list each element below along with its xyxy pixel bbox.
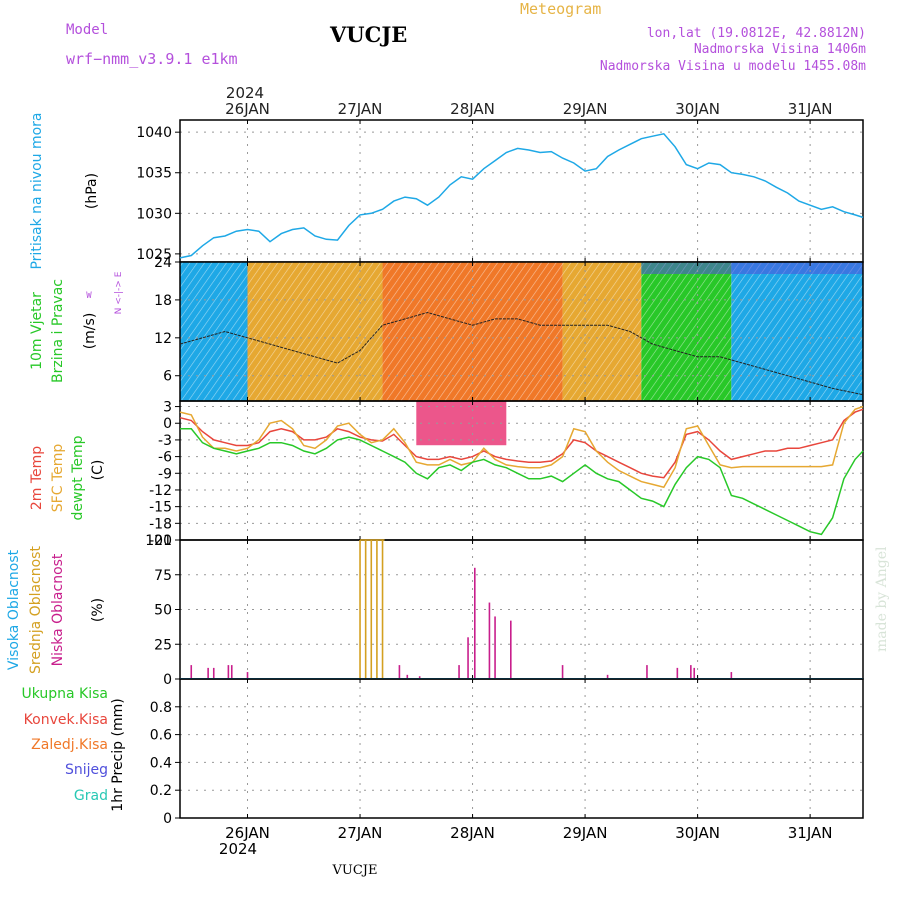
cloud-title-mid: Srednja Oblacnost (28, 546, 44, 674)
y-tick-label: -6 (158, 450, 172, 466)
temp-line-dewpt (180, 428, 864, 536)
pressure-line (179, 132, 864, 259)
top-day-labels: 26JAN 27JAN 28JAN 29JAN 30JAN 31JAN (225, 100, 832, 118)
bottom-day-label: 29JAN (563, 824, 608, 842)
pressure-title: Pritisak na nivou mora (29, 112, 45, 269)
top-day-label: 26JAN (225, 100, 270, 118)
coordinates-label: lon,lat (19.0812E, 42.8812N) (647, 26, 866, 41)
bottom-day-label: 26JAN (225, 824, 270, 842)
y-tick-label: 100 (145, 533, 172, 549)
y-tick-label: 0 (163, 416, 172, 432)
y-axis-titles: Pritisak na nivou mora (hPa) 10m Vjetar Brz… (6, 112, 126, 811)
y-tick-label: 24 (154, 255, 172, 271)
precip-legend-1: Konvek.Kisa (24, 712, 108, 728)
top-day-label: 27JAN (338, 100, 383, 118)
footer-location: VUCJE (332, 863, 378, 878)
y-tick-label: -21 (149, 533, 172, 549)
wind-key-w: W (86, 291, 92, 301)
temp-title-dew: dewpt Temp (70, 435, 86, 520)
y-tick-label: -12 (149, 483, 172, 499)
y-tick-label: 0.6 (150, 728, 172, 744)
wind-hatch (180, 262, 863, 401)
y-tick-label: 25 (154, 637, 172, 653)
y-tick-label: -18 (149, 516, 172, 532)
top-day-label: 31JAN (788, 100, 833, 118)
temp-line-2m (179, 408, 864, 479)
temp-line-sfc (179, 405, 864, 489)
y-tick-label: 0.4 (150, 755, 172, 771)
precip-legend-2: Zaledj.Kisa (31, 737, 108, 753)
y-tick-label: -15 (149, 500, 172, 516)
temp-title-sfc: SFC Temp (50, 444, 66, 513)
precip-legend-0: Ukupna Kisa (21, 686, 108, 702)
y-tick-label: 1040 (136, 125, 172, 141)
y-tick-label: 12 (154, 331, 172, 347)
cloud-unit: (%) (90, 598, 106, 622)
elevation-label: Nadmorska Visina 1406m (694, 42, 866, 57)
wind-unit: (m/s) (82, 313, 98, 350)
panel-4: 0 25 50 75 100 (145, 533, 864, 688)
bottom-day-label: 30JAN (675, 824, 720, 842)
top-day-label: 29JAN (563, 100, 608, 118)
product-title: Meteogram (520, 0, 601, 18)
y-tick-label: 1030 (136, 206, 172, 222)
y-tick-label: -9 (158, 466, 172, 482)
cloud-title-low: Niska Oblacnost (50, 553, 66, 666)
temp-title-2m: 2m Temp (29, 446, 45, 510)
y-tick-label: 1035 (136, 166, 172, 182)
bottom-day-label: 27JAN (338, 824, 383, 842)
bottom-year-label: 2024 (219, 840, 257, 858)
panel-5: 0 0.2 0.4 0.6 0.8 (150, 678, 864, 827)
y-tick-label: 3 (163, 400, 172, 416)
y-tick-label: 1025 (136, 247, 172, 263)
watermark: made by Angel (874, 546, 890, 652)
wind-top-strip (641, 262, 863, 274)
y-tick-label: 75 (154, 568, 172, 584)
panel-2: 6 12 18 24 (154, 255, 864, 446)
model-name: wrf−nmm_v3.9.1 e1km (66, 50, 238, 68)
panel-frame (179, 678, 864, 819)
precip-legend-4: Grad (74, 788, 108, 804)
model-label: Model (66, 22, 108, 38)
precip-legend-3: Snijeg (65, 762, 108, 778)
pressure-unit: (hPa) (84, 173, 100, 209)
bottom-day-label: 28JAN (450, 824, 495, 842)
temp-unit: (C) (90, 460, 106, 481)
top-year-label: 2024 (226, 84, 264, 102)
wind-title-2: Brzina i Pravac (50, 279, 66, 383)
y-tick-label: 0.8 (150, 700, 172, 716)
wind-speed-line (179, 311, 864, 396)
y-tick-label: 0 (163, 811, 172, 827)
panel-frame (179, 539, 864, 680)
y-tick-label: 50 (154, 603, 172, 619)
top-day-label: 30JAN (675, 100, 720, 118)
panel-1: 1025 1030 1035 1040 (136, 119, 864, 263)
wind-title-1: 10m Vjetar (29, 292, 45, 370)
wind-key-ns: N <-|-> E (114, 271, 124, 314)
model-elevation-label: Nadmorska Visina u modelu 1455.08m (600, 59, 866, 74)
y-tick-label: 0.2 (150, 783, 172, 799)
location-title: VUCJE (329, 22, 407, 47)
y-tick-label: 0 (163, 672, 172, 688)
bottom-day-labels: 26JAN 27JAN 28JAN 29JAN 30JAN 31JAN (225, 824, 832, 842)
y-tick-label: 18 (154, 293, 172, 309)
bottom-day-label: 31JAN (788, 824, 833, 842)
y-tick-label: -3 (158, 433, 172, 449)
panel-3: 30-3-6-9-12-15-18-21 (149, 400, 864, 549)
panel-frame (179, 119, 864, 263)
precip-unit: 1hr Precip (mm) (110, 698, 126, 811)
panels: 1025103010351040612182430-3-6-9-12-15-18… (136, 119, 864, 827)
cloud-title-high: Visoka Oblacnost (6, 549, 22, 670)
top-day-label: 28JAN (450, 100, 495, 118)
y-tick-label: 6 (163, 369, 172, 385)
